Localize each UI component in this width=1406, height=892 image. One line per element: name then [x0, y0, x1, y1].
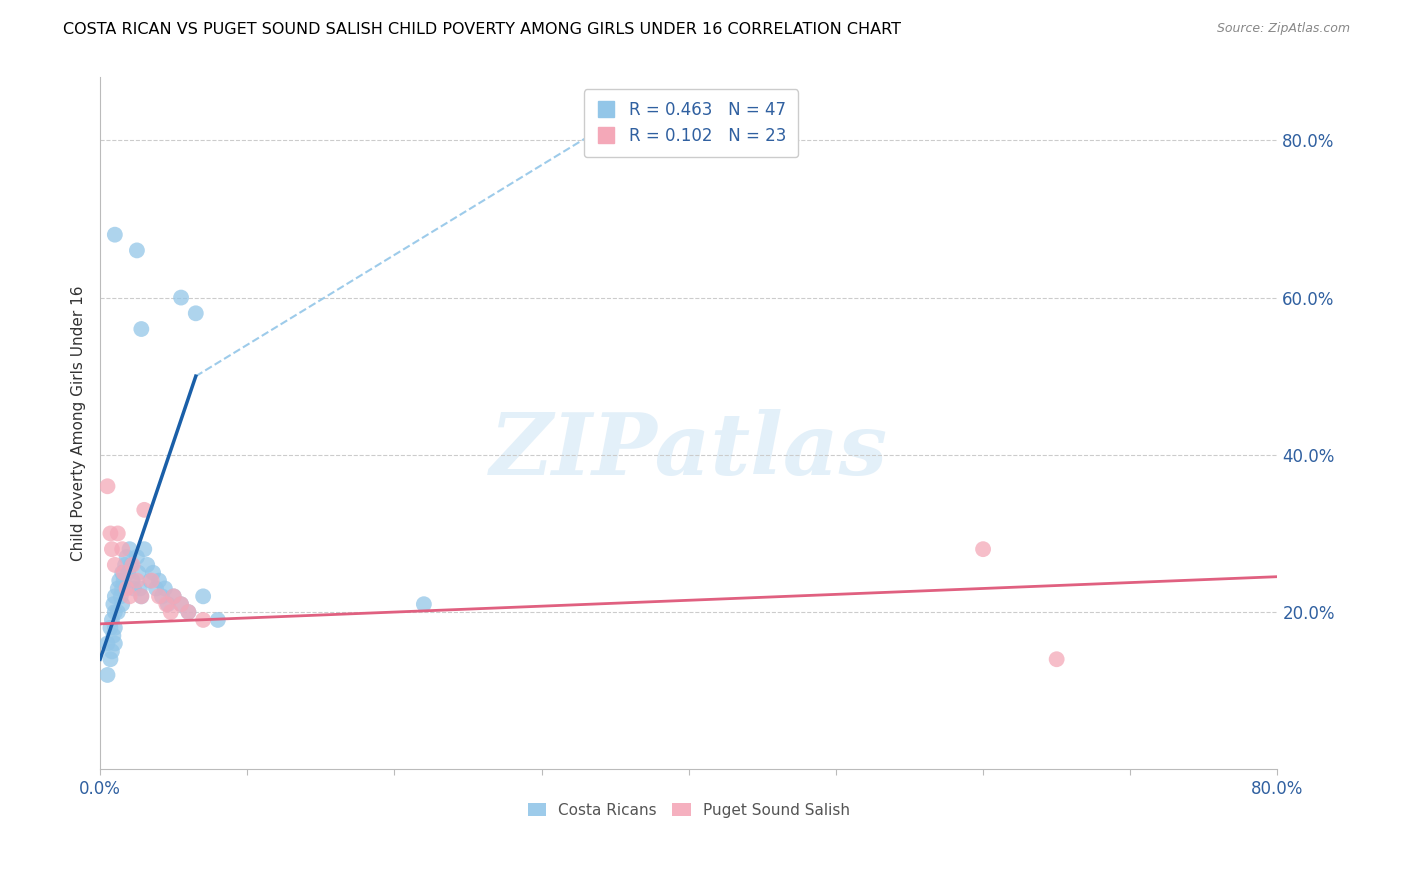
Legend: Costa Ricans, Puget Sound Salish: Costa Ricans, Puget Sound Salish: [522, 797, 856, 824]
Point: [207, 613, 229, 627]
Point: [111, 566, 134, 580]
Point: [100, 621, 122, 635]
Point: [104, 636, 127, 650]
Point: [139, 574, 162, 588]
Point: [145, 582, 167, 596]
Point: [155, 597, 177, 611]
Text: ZIPatlas: ZIPatlas: [489, 409, 887, 492]
Point: [108, 574, 131, 588]
Point: [104, 621, 127, 635]
Point: [107, 582, 129, 596]
Point: [100, 652, 122, 666]
Point: [121, 574, 143, 588]
Point: [112, 566, 135, 580]
Point: [170, 597, 193, 611]
Point: [111, 582, 134, 596]
Point: [96, 479, 118, 493]
Point: [115, 549, 138, 564]
Point: [142, 566, 165, 580]
Point: [150, 590, 173, 604]
Text: Source: ZipAtlas.com: Source: ZipAtlas.com: [1216, 22, 1350, 36]
Point: [115, 582, 138, 596]
Point: [117, 566, 139, 580]
Point: [121, 558, 143, 572]
Point: [156, 597, 179, 611]
Point: [134, 542, 156, 557]
Point: [120, 558, 142, 572]
Point: [972, 542, 994, 557]
Point: [412, 597, 434, 611]
Y-axis label: Child Poverty Among Girls Under 16: Child Poverty Among Girls Under 16: [72, 285, 86, 561]
Point: [107, 526, 129, 541]
Point: [170, 291, 193, 305]
Point: [104, 590, 127, 604]
Point: [125, 574, 148, 588]
Point: [128, 582, 150, 596]
Point: [177, 605, 200, 619]
Point: [118, 542, 141, 557]
Point: [118, 590, 141, 604]
Point: [134, 503, 156, 517]
Point: [114, 558, 136, 572]
Point: [177, 605, 200, 619]
Point: [100, 526, 122, 541]
Point: [103, 629, 125, 643]
Point: [159, 605, 181, 619]
Point: [131, 590, 153, 604]
Point: [125, 244, 148, 258]
Point: [1046, 652, 1069, 666]
Point: [163, 590, 186, 604]
Point: [96, 668, 118, 682]
Point: [101, 613, 124, 627]
Point: [112, 574, 135, 588]
Text: COSTA RICAN VS PUGET SOUND SALISH CHILD POVERTY AMONG GIRLS UNDER 16 CORRELATION: COSTA RICAN VS PUGET SOUND SALISH CHILD …: [63, 22, 901, 37]
Point: [191, 590, 214, 604]
Point: [101, 542, 124, 557]
Point: [104, 558, 127, 572]
Point: [136, 558, 159, 572]
Point: [111, 542, 134, 557]
Point: [107, 605, 129, 619]
Point: [153, 582, 176, 596]
Point: [191, 613, 214, 627]
Point: [103, 597, 125, 611]
Point: [96, 636, 118, 650]
Point: [184, 306, 207, 320]
Point: [131, 590, 153, 604]
Point: [141, 574, 163, 588]
Point: [122, 582, 145, 596]
Point: [111, 597, 134, 611]
Point: [101, 644, 124, 658]
Point: [163, 590, 186, 604]
Point: [148, 590, 170, 604]
Point: [127, 566, 149, 580]
Point: [110, 590, 132, 604]
Point: [170, 597, 193, 611]
Point: [131, 322, 153, 336]
Point: [104, 605, 127, 619]
Point: [148, 574, 170, 588]
Point: [104, 227, 127, 242]
Point: [125, 549, 148, 564]
